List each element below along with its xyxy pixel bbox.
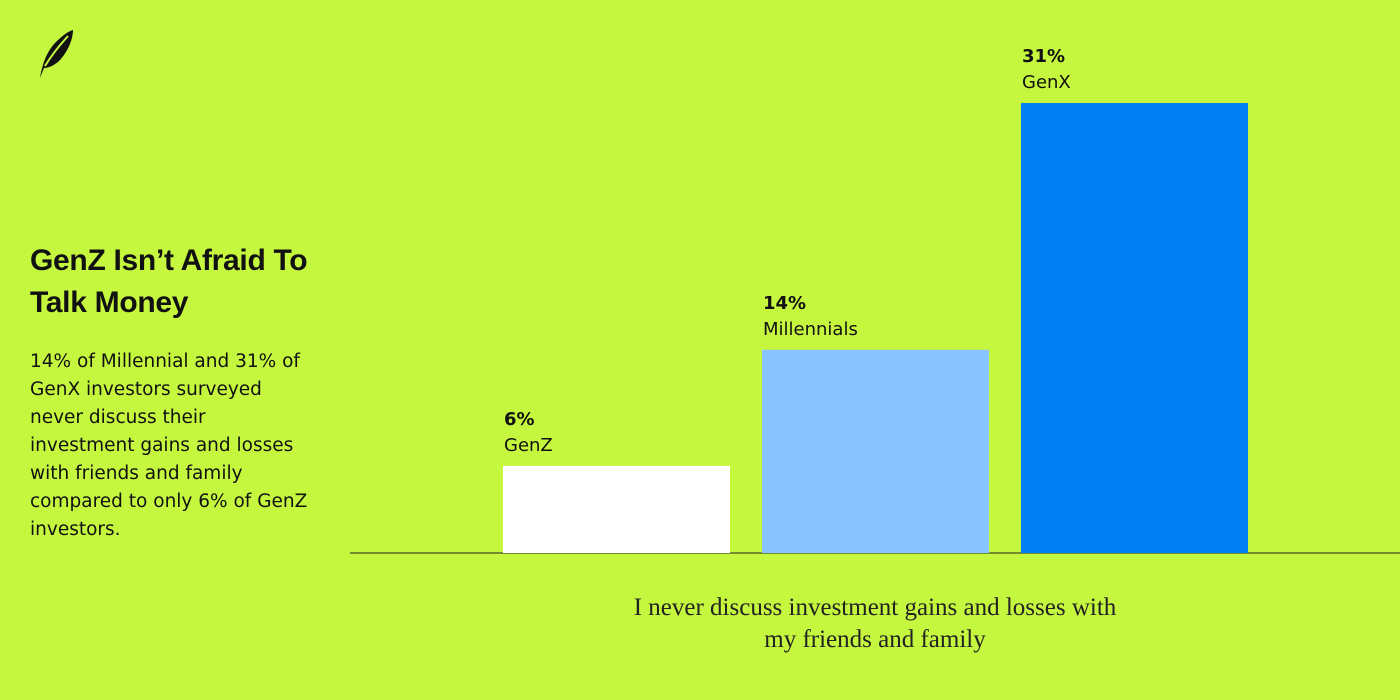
chart-title: GenZ Isn’t Afraid To Talk Money: [30, 244, 308, 319]
bar: [762, 349, 989, 553]
category-label: GenX: [1022, 72, 1071, 93]
logo-vein: [44, 35, 69, 67]
bar: [503, 465, 730, 553]
logo: [40, 30, 73, 78]
chart-subtitle: 14% of Millennial and 31% of GenX invest…: [30, 351, 308, 540]
value-label: 31%: [1022, 46, 1065, 67]
value-label: 14%: [763, 293, 806, 314]
bar: [1021, 103, 1248, 553]
category-label: GenZ: [504, 435, 553, 456]
x-axis-label: I never discuss investment gains and los…: [633, 594, 1117, 653]
category-label: Millennials: [763, 319, 858, 340]
value-label: 6%: [504, 409, 535, 430]
logo-feather: [40, 30, 73, 78]
